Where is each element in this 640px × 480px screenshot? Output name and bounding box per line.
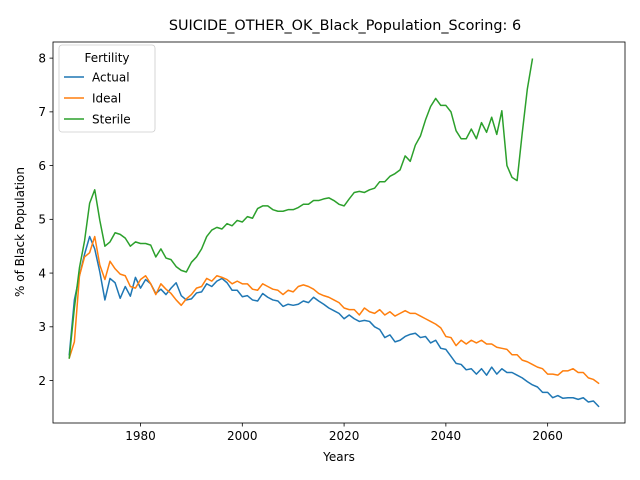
y-axis: 2 3 4 5 6 7 8 <box>38 51 53 388</box>
x-tick-label: 2040 <box>431 429 462 443</box>
series-line-sterile <box>68 58 534 359</box>
y-tick-label: 6 <box>38 159 46 173</box>
x-tick-label: 2060 <box>532 429 563 443</box>
plot-lines <box>68 58 600 408</box>
legend-label-actual: Actual <box>92 70 130 84</box>
series-line-actual <box>68 235 600 408</box>
y-tick-label: 8 <box>38 51 46 65</box>
y-axis-label: % of Black Population <box>13 167 27 297</box>
x-tick-label: 1980 <box>125 429 156 443</box>
y-tick-label: 3 <box>38 320 46 334</box>
y-tick-label: 5 <box>38 213 46 227</box>
x-axis-label: Years <box>322 450 355 464</box>
y-tick-label: 2 <box>38 374 46 388</box>
legend-label-sterile: Sterile <box>92 112 131 126</box>
chart-title: SUICIDE_OTHER_OK_Black_Population_Scorin… <box>169 18 521 34</box>
x-tick-label: 2000 <box>227 429 258 443</box>
legend-title: Fertility <box>84 51 129 65</box>
series-line-ideal <box>68 235 600 385</box>
legend-label-ideal: Ideal <box>92 91 121 105</box>
plot-frame <box>52 41 626 424</box>
x-tick-label: 2020 <box>329 429 360 443</box>
legend-box <box>58 44 156 133</box>
y-tick-label: 4 <box>38 266 46 280</box>
x-axis: 1980 2000 2020 2040 2060 <box>125 423 563 443</box>
y-tick-label: 7 <box>38 105 46 119</box>
legend: Fertility Actual Ideal Sterile <box>58 44 156 133</box>
legend-entries: Actual Ideal Sterile <box>64 70 131 126</box>
